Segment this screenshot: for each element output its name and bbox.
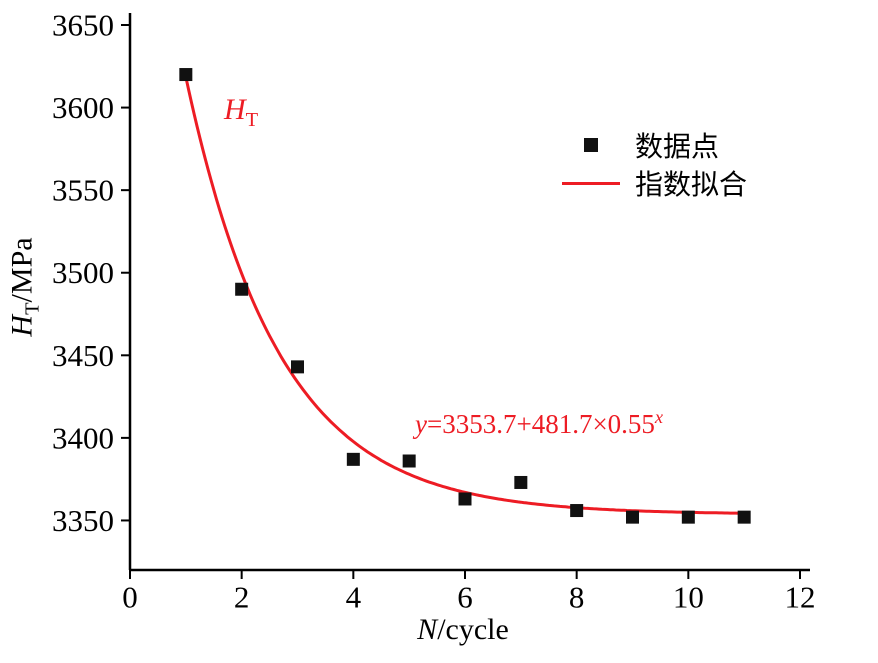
y-axis-label: HT/MPa [6,237,45,336]
legend-item-data-points: 数据点 [555,126,747,164]
data-point [681,510,695,524]
data-point [570,504,584,518]
y-tick-label: 3600 [52,90,114,125]
x-axis-label-unit: /cycle [437,613,509,646]
data-point [514,475,528,489]
x-tick-label: 0 [122,580,138,615]
legend-marker-col [555,138,627,152]
x-tick-label: 4 [346,580,362,615]
data-point [235,282,249,296]
x-axis-label: N/cycle [417,613,509,647]
x-axis-label-symbol: N [417,613,438,646]
fit-equation-y: y [415,409,427,439]
curve-label-ht-subscript: T [245,109,259,131]
fit-equation-exponent: x [654,407,664,427]
y-axis-label-unit: /MPa [5,237,39,303]
y-axis-label-subscript: T [21,302,44,315]
data-point [737,510,751,524]
x-tick-label: 2 [234,580,250,615]
x-tick-label: 8 [569,580,585,615]
data-point [402,454,416,468]
y-tick-label: 3500 [52,255,114,290]
legend-item-fit: 指数拟合 [555,164,747,202]
fit-equation: y=3353.7+481.7×0.55x [415,407,663,440]
y-tick-label: 3650 [52,8,114,43]
x-tick-label: 10 [673,580,704,615]
legend-line-marker-icon [562,181,620,185]
y-tick-label: 3400 [52,420,114,455]
x-tick-label: 6 [457,580,473,615]
y-tick-label: 3550 [52,173,114,208]
curve-label-ht: HT [224,93,258,132]
fit-equation-body: =3353.7+481.7×0.55 [426,409,655,439]
x-tick-label: 12 [785,580,816,615]
curve-label-ht-symbol: H [224,93,246,126]
legend-label-data-points: 数据点 [635,132,720,163]
data-point [458,492,472,506]
data-point [179,68,193,82]
data-point [291,360,304,374]
legend: 数据点 指数拟合 [555,126,747,202]
legend-square-marker-icon [584,138,598,152]
y-tick-label: 3450 [52,338,114,373]
legend-marker-col [555,181,627,185]
y-axis-label-symbol: H [5,314,39,337]
data-point [626,510,639,524]
legend-label-fit: 指数拟合 [635,170,748,201]
y-tick-label: 3350 [52,503,114,538]
data-point [346,452,360,466]
